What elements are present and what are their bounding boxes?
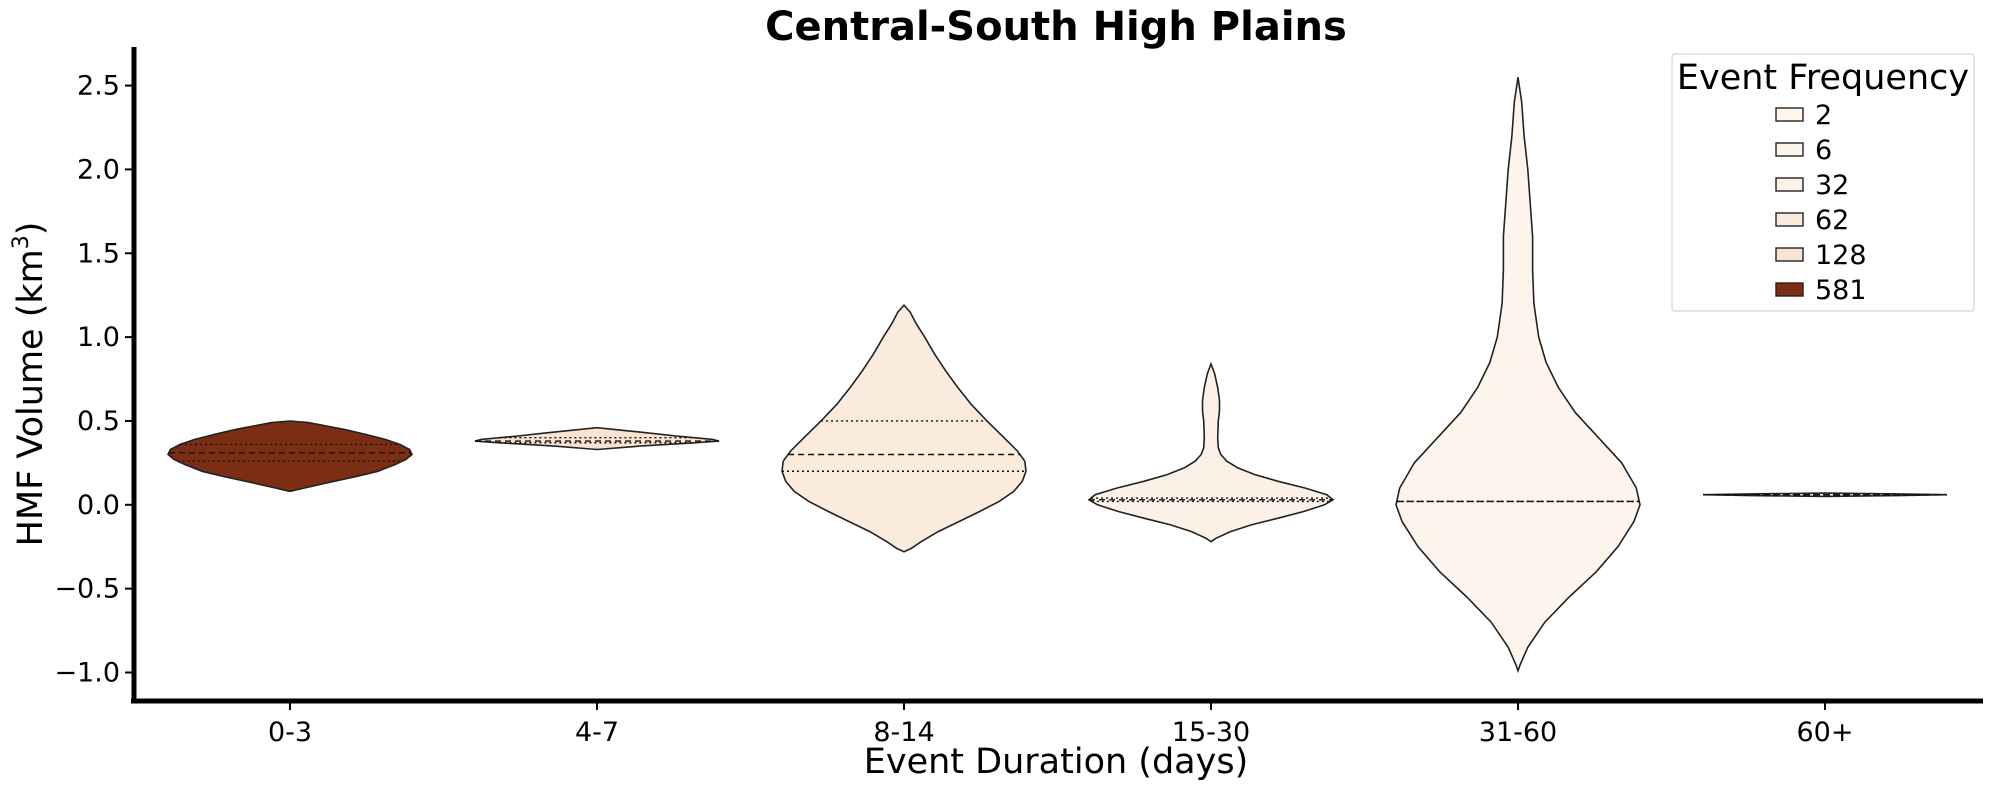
legend-frame xyxy=(1671,53,1975,312)
legend-label: 32 xyxy=(1815,170,1849,201)
legend-label: 62 xyxy=(1815,205,1849,236)
y-axis-label-close: ) xyxy=(11,222,51,236)
y-axis-label: HMF Volume (km3) xyxy=(9,222,51,547)
legend-swatch xyxy=(1775,177,1804,192)
legend-swatch xyxy=(1775,107,1804,122)
violin-31-60 xyxy=(1395,77,1641,674)
legend-swatch xyxy=(1775,212,1804,227)
x-tick-label: 60+ xyxy=(1797,717,1854,748)
x-tick-label: 0-3 xyxy=(268,717,312,748)
x-axis-label: Event Duration (days) xyxy=(864,742,1248,782)
x-ticks: 0-3 4-7 8-14 15-30 31-60 60+ xyxy=(268,701,1854,748)
legend-label: 6 xyxy=(1815,135,1832,166)
y-axis-label-superscript: 3 xyxy=(9,235,34,249)
violin-0-3 xyxy=(167,420,413,493)
y-tick-label: 2.5 xyxy=(77,71,120,102)
legend-entries: 2 6 32 62 128 581 xyxy=(1775,100,1867,306)
y-axis-label-main: HMF Volume (km xyxy=(11,249,51,546)
y-tick-label: 1.0 xyxy=(77,322,120,353)
x-tick-label: 31-60 xyxy=(1479,717,1557,748)
violin-15-30 xyxy=(1087,361,1335,543)
legend-title: Event Frequency xyxy=(1677,58,1969,98)
y-tick-label: 1.5 xyxy=(77,238,120,269)
legend-label: 2 xyxy=(1815,100,1832,131)
y-tick-label: −0.5 xyxy=(54,574,120,605)
y-tick-label: 0.0 xyxy=(77,490,120,521)
y-tick-label: 0.5 xyxy=(77,406,120,437)
legend-swatch xyxy=(1775,142,1804,157)
y-tick-label: 2.0 xyxy=(77,154,120,185)
chart-title: Central-South High Plains xyxy=(765,4,1347,50)
y-tick-label: −1.0 xyxy=(54,657,120,688)
legend-label: 128 xyxy=(1815,240,1867,271)
violin-8-14 xyxy=(781,304,1027,553)
legend-label: 581 xyxy=(1815,275,1867,306)
legend-swatch xyxy=(1775,247,1804,262)
legend: Event Frequency 2 6 32 62 128 581 xyxy=(1671,53,1975,312)
x-tick-label: 8-14 xyxy=(873,717,934,748)
x-tick-label: 4-7 xyxy=(575,717,619,748)
y-ticks: −1.0 −0.5 0.0 0.5 1.0 1.5 2.0 2.5 xyxy=(54,71,134,688)
legend-swatch xyxy=(1775,282,1804,297)
violins-layer xyxy=(167,77,1948,674)
violin-4-7 xyxy=(474,426,720,451)
x-tick-label: 15-30 xyxy=(1172,717,1250,748)
